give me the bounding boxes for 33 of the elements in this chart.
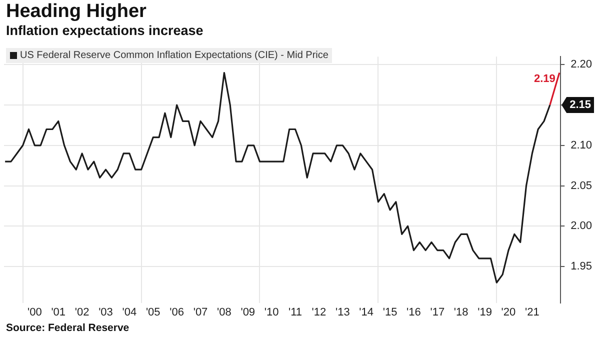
annotation: 2.15 bbox=[570, 99, 592, 112]
annotation: 2.19 bbox=[534, 72, 556, 85]
x-tick-label: '17 bbox=[430, 306, 445, 318]
x-tick-label: '06 bbox=[170, 306, 184, 318]
x-tick-label: '09 bbox=[240, 306, 256, 318]
x-tick-label: '07 bbox=[193, 306, 208, 318]
x-tick-label: '19 bbox=[478, 306, 492, 318]
y-tick-label: 2.00 bbox=[570, 220, 592, 232]
y-tick-label: 2.10 bbox=[570, 139, 592, 152]
chart-title: Heading Higher bbox=[6, 1, 146, 23]
chart-subtitle: Inflation expectations increase bbox=[6, 23, 204, 38]
x-tick-label: '16 bbox=[406, 306, 421, 318]
x-tick-label: '03 bbox=[98, 306, 113, 318]
y-tick-label: 1.95 bbox=[570, 260, 592, 273]
x-tick-label: '20 bbox=[501, 306, 516, 318]
legend-label: US Federal Reserve Common Inflation Expectations (CIE) - Mid Price bbox=[20, 50, 328, 61]
x-tick-label: '01 bbox=[51, 306, 66, 318]
x-tick-label: '02 bbox=[74, 306, 90, 318]
y-tick-label: 2.20 bbox=[570, 58, 592, 71]
x-tick-label: '05 bbox=[146, 306, 160, 318]
source-note: Source: Federal Reserve bbox=[6, 322, 130, 334]
x-tick-label: '12 bbox=[312, 306, 326, 318]
x-tick-label: '18 bbox=[454, 306, 468, 318]
x-tick-label: '04 bbox=[122, 306, 137, 318]
x-tick-label: '15 bbox=[382, 306, 398, 318]
x-tick-label: '21 bbox=[525, 306, 540, 318]
x-tick-label: '14 bbox=[359, 306, 374, 318]
x-tick-label: '00 bbox=[28, 306, 42, 318]
y-tick-label: 2.05 bbox=[570, 180, 592, 192]
x-tick-label: '10 bbox=[264, 306, 279, 318]
x-tick-label: '08 bbox=[217, 306, 232, 318]
x-tick-label: '13 bbox=[335, 306, 350, 318]
x-tick-label: '11 bbox=[288, 306, 302, 318]
